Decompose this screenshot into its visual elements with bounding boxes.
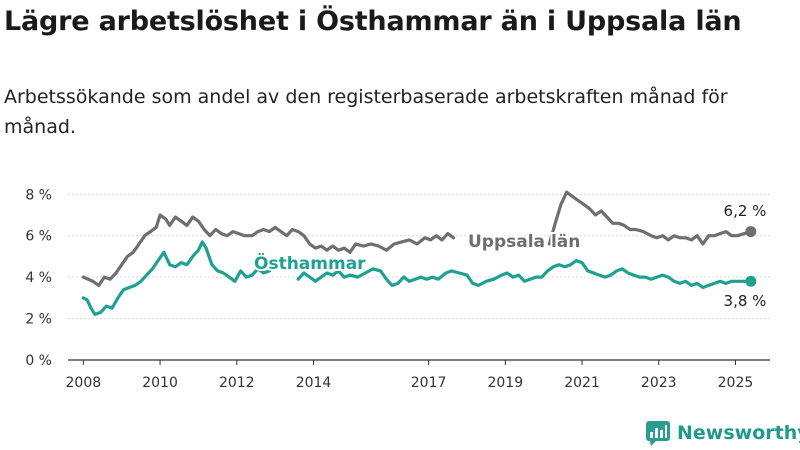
newsworthy-logo-icon xyxy=(646,421,670,446)
series-line-osthammar xyxy=(296,259,753,290)
x-tick-label: 2014 xyxy=(296,375,332,391)
end-point-uppsala-lan xyxy=(745,226,757,238)
y-tick-label: 8 % xyxy=(25,187,52,203)
brand-logo: Newsworthy xyxy=(645,419,800,447)
y-tick-label: 2 % xyxy=(25,312,52,328)
end-value-label-osthammar: 3,8 % xyxy=(724,292,767,310)
x-tick-label: 2008 xyxy=(66,375,102,391)
x-tick-label: 2021 xyxy=(564,375,600,391)
y-tick-label: 6 % xyxy=(25,229,52,245)
x-tick-label: 2019 xyxy=(487,375,523,391)
x-tick-label: 2017 xyxy=(411,375,447,391)
x-tick-label: 2010 xyxy=(142,375,178,391)
end-value-label-uppsala-lan: 6,2 % xyxy=(724,202,767,220)
end-point-osthammar xyxy=(745,275,757,287)
x-tick-label: 2023 xyxy=(641,375,677,391)
chart-title: Lägre arbetslöshet i Östhammar än i Upps… xyxy=(4,6,742,37)
y-tick-label: 4 % xyxy=(25,270,52,286)
series-label-osthammar: Östhammar xyxy=(254,252,366,274)
chart-subtitle: Arbetssökande som andel av den registerb… xyxy=(4,86,728,138)
x-tick-label: 2012 xyxy=(219,375,255,391)
series-line-uppsala-lan xyxy=(547,190,753,246)
x-tick-label: 2025 xyxy=(718,375,754,391)
series-line-uppsala-lan xyxy=(81,213,456,287)
y-tick-label: 0 % xyxy=(25,353,52,369)
series-line-osthammar xyxy=(81,240,271,316)
series-label-uppsala-lan: Uppsala län xyxy=(468,232,580,252)
brand-name: Newsworthy xyxy=(677,422,800,444)
